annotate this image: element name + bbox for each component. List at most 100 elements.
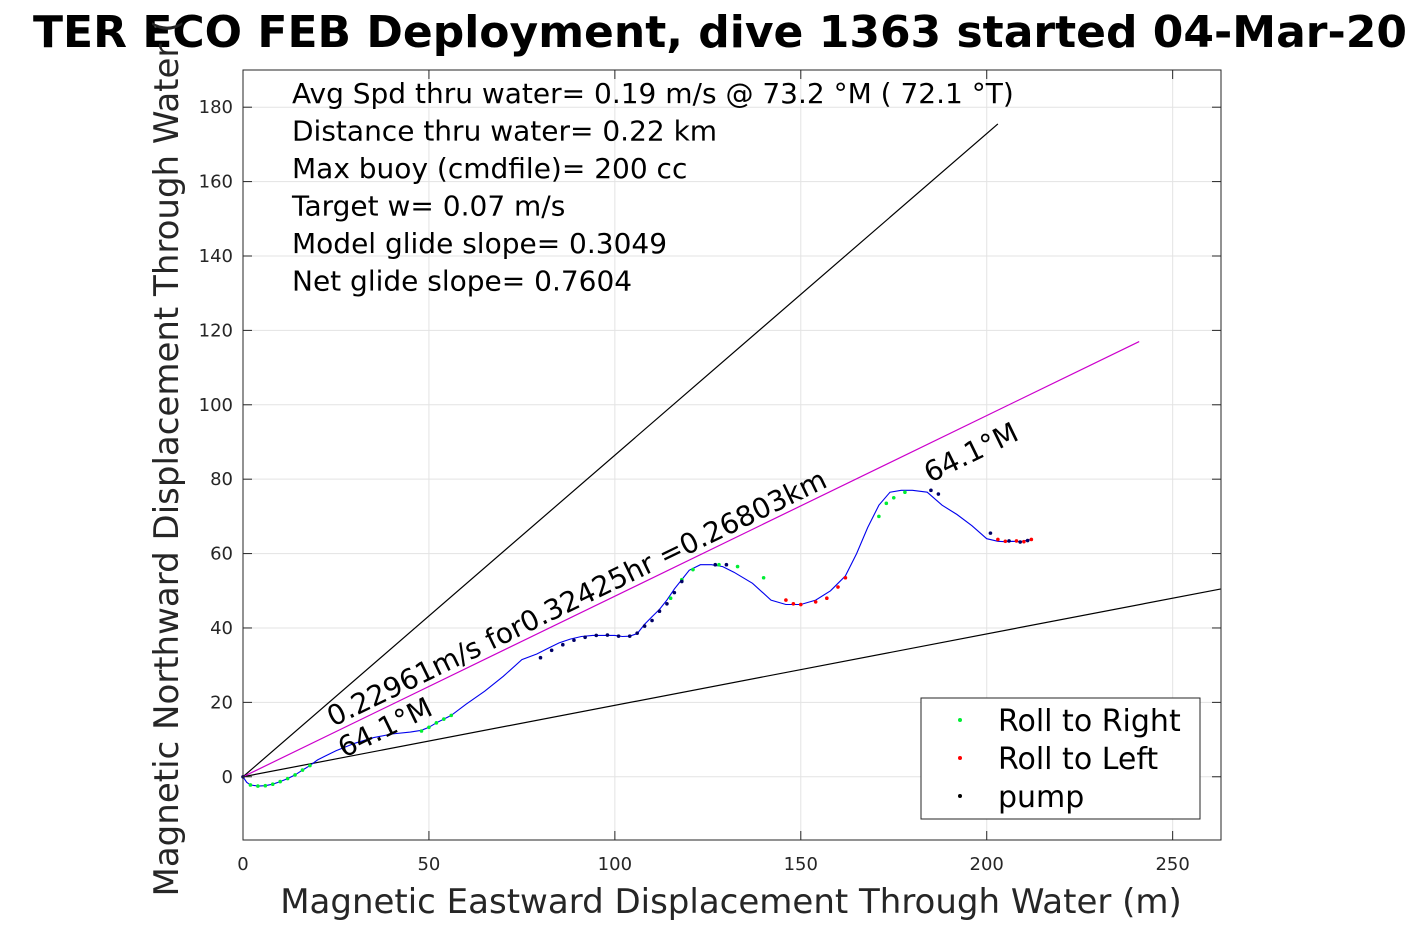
roll-right-point — [877, 514, 881, 519]
pump-point — [635, 631, 639, 635]
roll-left-point — [1029, 537, 1034, 542]
roll-right-point — [263, 783, 268, 788]
roll-left-point — [784, 598, 788, 602]
track-line — [242, 489, 1032, 787]
roll-right-point — [434, 721, 439, 725]
x-tick-label: 100 — [598, 854, 632, 875]
x-tick-label: 0 — [237, 854, 248, 875]
pump-point — [665, 601, 669, 606]
info-line: Model glide slope= 0.3049 — [292, 227, 667, 260]
plot-frame — [242, 69, 1222, 841]
y-tick-label: 100 — [199, 395, 233, 416]
roll-left-point — [825, 596, 829, 601]
roll-right-point — [278, 779, 282, 784]
grid — [242, 70, 1221, 840]
roll-left-point — [1022, 539, 1026, 544]
pump-point — [988, 531, 993, 535]
pump-point — [713, 562, 718, 567]
y-tick-label: 160 — [199, 172, 233, 193]
pump-point — [561, 642, 565, 647]
x-axis-label: Magnetic Eastward Displacement Through W… — [280, 882, 1182, 922]
roll-left-point — [843, 575, 848, 580]
y-axis-label: Magnetic Northward Displacement Through … — [147, 20, 187, 897]
x-tick-label: 250 — [1155, 854, 1189, 875]
y-tick-label: 140 — [199, 246, 233, 267]
x-tick-label: 200 — [970, 854, 1004, 875]
speed-annotation: 0.22961m/s for0.32425hr =0.26803km — [322, 463, 832, 733]
y-tick-label: 60 — [210, 544, 233, 565]
y-tick-label: 40 — [210, 618, 233, 639]
roll-left-point — [813, 600, 818, 604]
roll-right-point — [248, 783, 253, 787]
reference-line — [242, 123, 999, 778]
pump-point — [929, 488, 933, 493]
y-tick-label: 120 — [199, 320, 233, 341]
info-line: Avg Spd thru water= 0.19 m/s @ 73.2 °M (… — [292, 77, 1014, 110]
roll-right-point — [300, 768, 305, 772]
reference-line — [242, 341, 1140, 778]
pump-point — [936, 492, 941, 496]
chart-title: TER ECO FEB Deployment, dive 1363 starte… — [33, 7, 1407, 58]
roll-right-point — [668, 596, 673, 601]
roll-right-point — [691, 567, 695, 572]
pump-point — [679, 579, 684, 584]
track-markers — [241, 488, 1034, 788]
info-line: Net glide slope= 0.7604 — [292, 265, 632, 298]
roll-left-point — [1003, 539, 1008, 544]
pump-point — [583, 635, 587, 640]
pump-point — [572, 638, 576, 643]
roll-right-point — [419, 729, 424, 733]
roll-right-point — [270, 782, 275, 787]
info-line: Target w= 0.07 m/s — [291, 190, 565, 223]
roll-right-point — [884, 501, 889, 506]
pump-point — [605, 633, 610, 637]
legend-label: Roll to Right — [998, 704, 1181, 739]
legend-marker — [958, 756, 962, 760]
roll-right-point — [903, 490, 907, 494]
info-line: Max buoy (cmdfile)= 200 cc — [292, 152, 687, 185]
x-tick-label: 50 — [417, 854, 440, 875]
legend-box — [920, 697, 1201, 820]
roll-right-point — [761, 575, 766, 580]
pump-point — [650, 618, 654, 623]
legend-label: Roll to Left — [998, 742, 1158, 777]
roll-left-point — [836, 585, 840, 589]
pump-point — [657, 609, 662, 614]
pump-point — [538, 655, 543, 660]
y-tick-label: 80 — [210, 469, 233, 490]
pump-point — [1007, 539, 1011, 543]
roll-right-point — [891, 495, 896, 500]
pump-point — [627, 634, 632, 638]
roll-right-point — [442, 717, 446, 721]
legend-marker — [958, 718, 962, 722]
x-tick-label: 150 — [784, 854, 818, 875]
pump-point — [642, 624, 647, 628]
roll-left-point — [996, 537, 1000, 542]
dive-track — [242, 489, 1032, 787]
info-line: Distance thru water= 0.22 km — [292, 115, 717, 148]
info-text-block: Avg Spd thru water= 0.19 m/s @ 73.2 °M (… — [291, 77, 1014, 298]
roll-right-point — [293, 773, 297, 777]
y-tick-label: 20 — [210, 692, 233, 713]
roll-right-point — [427, 725, 431, 730]
pump-point — [724, 562, 729, 567]
pump-point — [1025, 538, 1030, 543]
roll-right-point — [285, 776, 290, 781]
reference-lines — [242, 123, 1222, 778]
roll-left-point — [798, 602, 803, 607]
reference-line — [242, 588, 1222, 778]
roll-right-point — [735, 564, 740, 569]
pump-point — [1018, 540, 1022, 544]
roll-left-point — [791, 601, 796, 606]
y-tick-label: 0 — [222, 767, 233, 788]
roll-left-point — [1014, 539, 1019, 543]
pump-point — [549, 648, 554, 653]
pump-point — [616, 634, 621, 638]
pump-point — [594, 633, 599, 638]
legend-label: pump — [998, 780, 1084, 815]
roll-right-point — [717, 562, 721, 567]
roll-right-point — [308, 763, 312, 768]
axis-ticks: 0 50 100 150 200 250 0 20 40 60 80 100 120 140 160 180 — [199, 70, 1221, 875]
